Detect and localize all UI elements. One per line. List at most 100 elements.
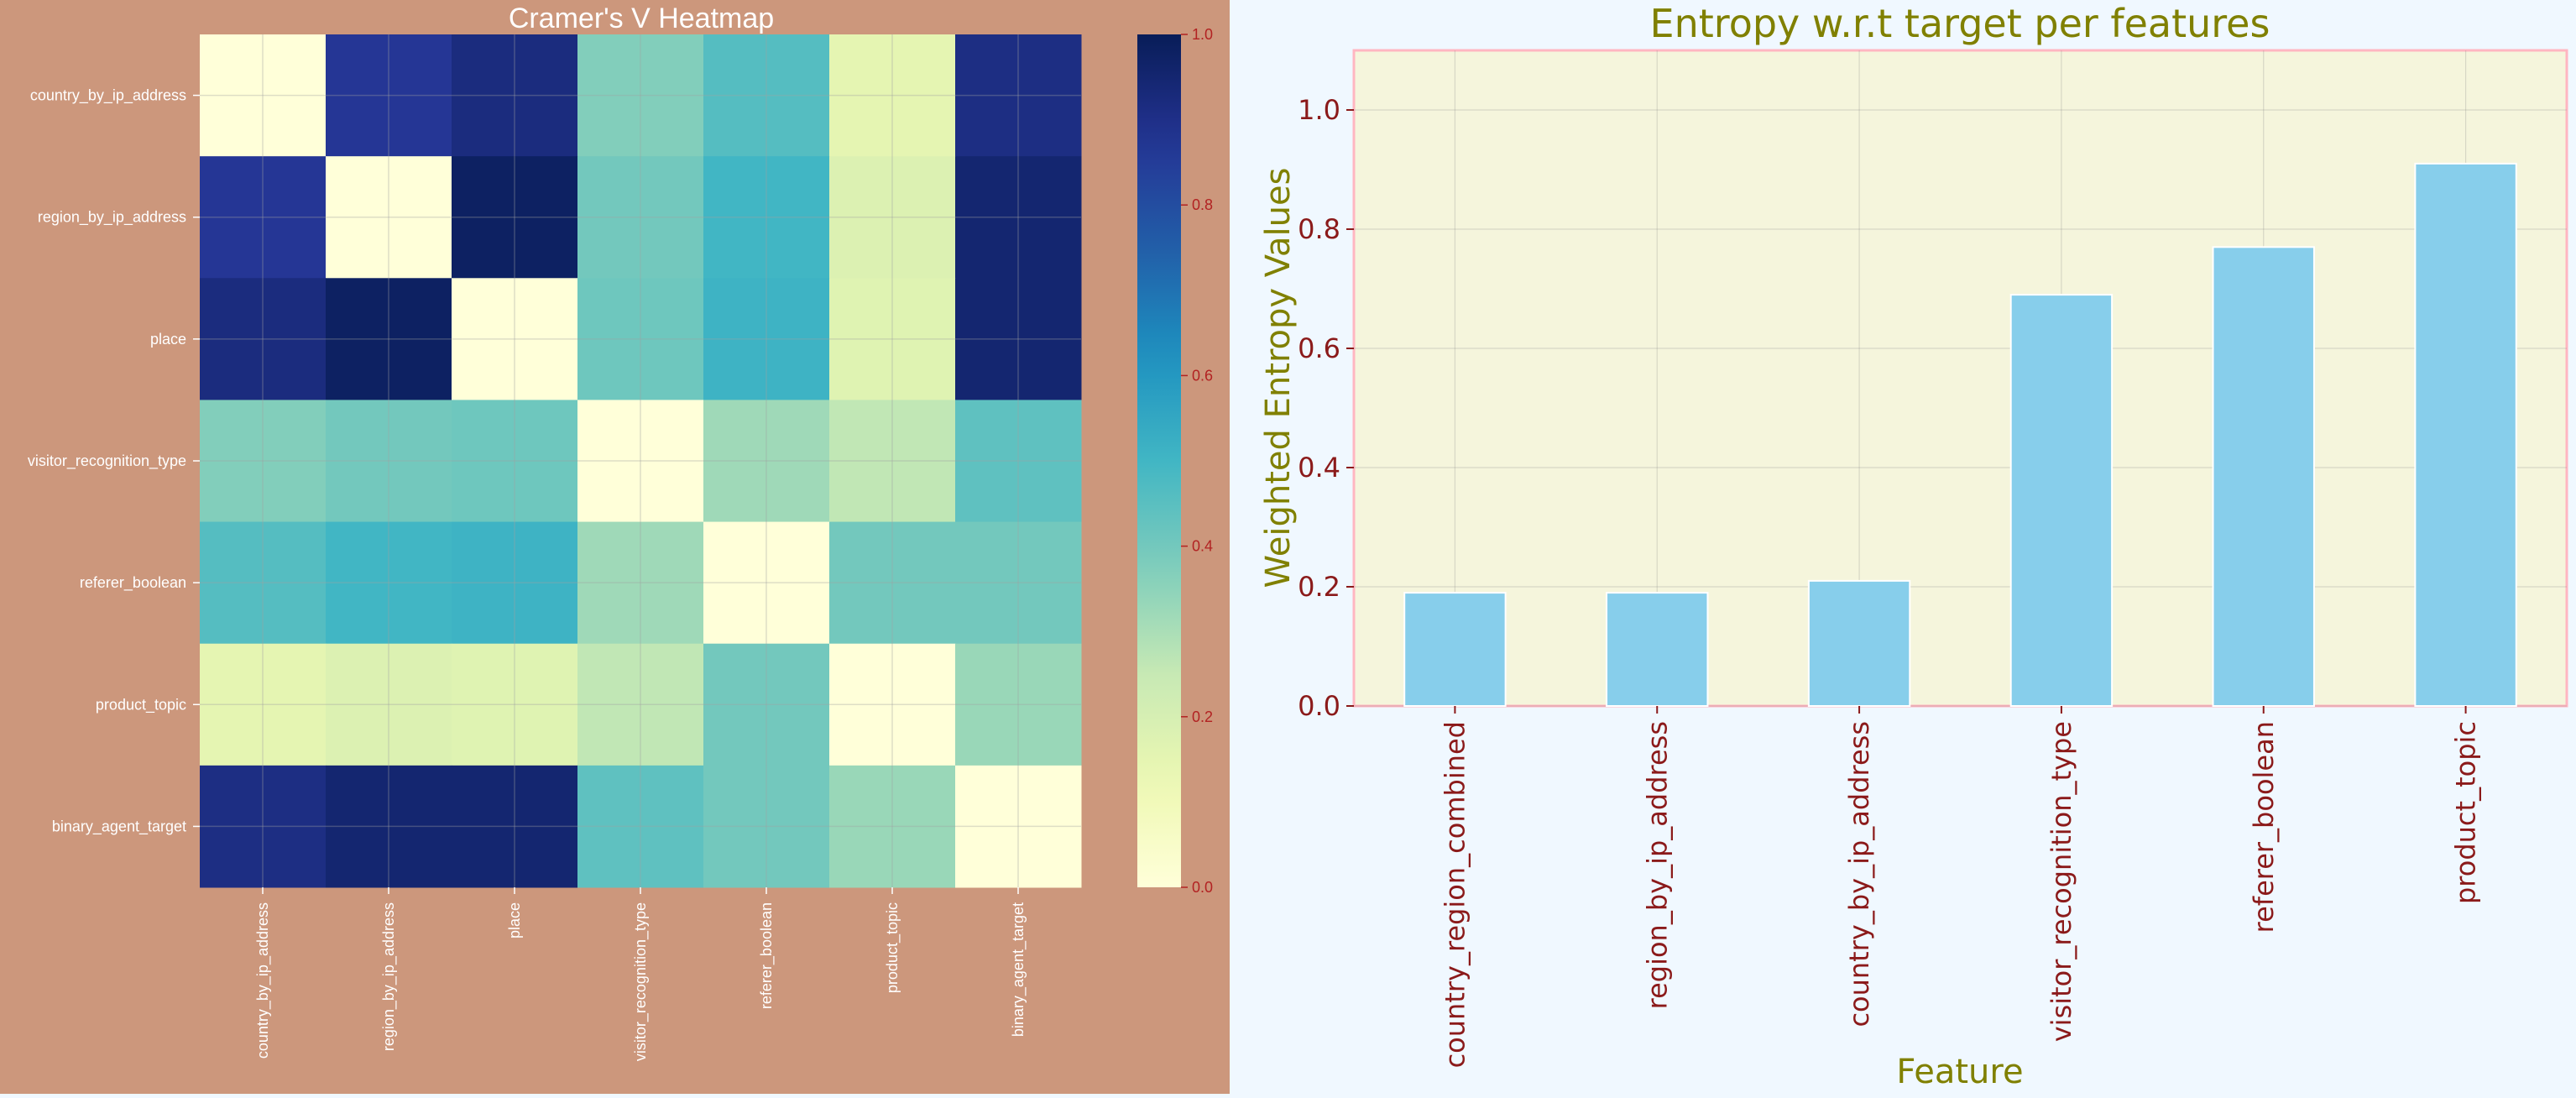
heatmap-row-label: visitor_recognition_type [28, 452, 186, 470]
x-tick-label: country_by_ip_address [1843, 721, 1875, 1027]
heatmap-cell [577, 278, 704, 400]
y-tick-label: 0.8 [1298, 213, 1340, 245]
colorbar-tick-label: 1.0 [1192, 26, 1213, 43]
heatmap-cell [955, 278, 1082, 400]
x-tick-label: visitor_recognition_type [2046, 721, 2077, 1042]
heatmap-cell [703, 400, 830, 523]
y-tick-label: 1.0 [1298, 94, 1340, 126]
x-tick-label: product_topic [2450, 721, 2482, 904]
colorbar-tick-label: 0.4 [1192, 538, 1213, 555]
heatmap-cell [955, 156, 1082, 279]
heatmap-row-label: referer_boolean [80, 574, 186, 592]
heatmap-cell [955, 643, 1082, 766]
heatmap-cell [703, 34, 830, 157]
heatmap-cell [452, 643, 578, 766]
heatmap-cell [452, 521, 578, 645]
x-tick-label: country_region_combined [1439, 721, 1471, 1068]
heatmap-cell [577, 521, 704, 645]
heatmap-cell [452, 34, 578, 157]
bar [1403, 592, 1507, 707]
y-tick-label: 0.6 [1298, 332, 1340, 364]
heatmap-chart: Cramer's V Heatmap country_by_ip_address… [28, 3, 1213, 1061]
heatmap-cell [200, 521, 327, 645]
heatmap-cell [955, 765, 1082, 888]
x-tick-label: region_by_ip_address [1641, 721, 1673, 1009]
bar [1807, 579, 1911, 708]
heatmap-cell [829, 278, 956, 400]
heatmap-cell [703, 765, 830, 888]
bar-chart-x-ticks: country_region_combined region_by_ip_addr… [1439, 706, 2482, 1068]
bar-chart-y-ticks: 0.0 0.2 0.4 0.6 0.8 1.0 [1298, 94, 1354, 722]
bar-chart-bars [1403, 162, 2517, 708]
heatmap-cell [703, 643, 830, 766]
heatmap-cell [452, 765, 578, 888]
bar [2414, 162, 2517, 707]
x-tick-label: referer_boolean [2248, 721, 2280, 933]
heatmap-cell [577, 156, 704, 279]
heatmap-cell [577, 765, 704, 888]
y-axis-label: Weighted Entropy Values [1259, 168, 1298, 588]
heatmap-cell [452, 400, 578, 523]
entropy-bar-chart: Entropy w.r.t target per features 0.0 0.2… [1259, 1, 2568, 1091]
heatmap-cell [829, 156, 956, 279]
colorbar-tick-label: 0.8 [1192, 196, 1213, 213]
heatmap-cell [955, 34, 1082, 157]
heatmap-column-labels: country_by_ip_address region_by_ip_addres… [254, 887, 1027, 1061]
bar [2212, 246, 2315, 707]
heatmap-cell [955, 521, 1082, 645]
heatmap-colorbar: 0.0 0.2 0.4 0.6 0.8 1.0 [1137, 26, 1213, 896]
colorbar-tick-label: 0.6 [1192, 367, 1213, 384]
y-tick-label: 0.2 [1298, 571, 1340, 603]
heatmap-cell [326, 34, 452, 157]
colorbar-gradient [1137, 34, 1181, 887]
colorbar-tick-label: 0.2 [1192, 708, 1213, 725]
heatmap-row-label: binary_agent_target [52, 818, 186, 835]
bar [2009, 294, 2114, 707]
heatmap-cell [577, 400, 704, 523]
heatmap-col-label: referer_boolean [758, 902, 776, 1009]
heatmap-col-label: place [506, 902, 523, 939]
x-axis-label: Feature [1896, 1053, 2023, 1091]
y-tick-label: 0.0 [1298, 690, 1340, 722]
heatmap-col-label: binary_agent_target [1010, 902, 1027, 1037]
heatmap-cell [326, 765, 452, 888]
heatmap-row-label: country_by_ip_address [30, 87, 186, 105]
y-tick-label: 0.4 [1298, 452, 1340, 484]
heatmap-cell [452, 156, 578, 279]
heatmap-col-label: country_by_ip_address [254, 902, 272, 1059]
heatmap-cell [829, 521, 956, 645]
heatmap-cell [326, 521, 452, 645]
heatmap-cell [200, 34, 327, 157]
heatmap-cell [200, 156, 327, 279]
heatmap-title: Cramer's V Heatmap [509, 3, 774, 34]
heatmap-cell [703, 156, 830, 279]
heatmap-cell [452, 278, 578, 400]
heatmap-cells [200, 34, 1082, 888]
heatmap-col-label: region_by_ip_address [380, 902, 398, 1051]
heatmap-cell [200, 400, 327, 523]
heatmap-cell [703, 521, 830, 645]
heatmap-cell [829, 765, 956, 888]
heatmap-row-label: place [150, 331, 186, 348]
heatmap-cell [577, 34, 704, 157]
heatmap-cell [200, 765, 327, 888]
heatmap-panel: Cramer's V Heatmap country_by_ip_address… [0, 0, 1230, 1094]
heatmap-cell [955, 400, 1082, 523]
heatmap-grid [200, 34, 1081, 887]
heatmap-col-label: product_topic [884, 902, 901, 993]
heatmap-cell [829, 34, 956, 157]
heatmap-row-labels: country_by_ip_address region_by_ip_addres… [28, 87, 200, 835]
entropy-bar-panel: Entropy w.r.t target per features 0.0 0.2… [1246, 0, 2576, 1094]
heatmap-row-label: product_topic [96, 696, 186, 714]
bar [1606, 592, 1709, 707]
heatmap-cell [200, 643, 327, 766]
heatmap-cell [326, 400, 452, 523]
heatmap-cell [829, 643, 956, 766]
heatmap-row-label: region_by_ip_address [38, 209, 186, 227]
heatmap-cell [326, 156, 452, 279]
colorbar-tick-label: 0.0 [1192, 879, 1213, 896]
heatmap-cell [703, 278, 830, 400]
heatmap-cell [200, 278, 327, 400]
heatmap-cell [326, 643, 452, 766]
heatmap-cell [829, 400, 956, 523]
